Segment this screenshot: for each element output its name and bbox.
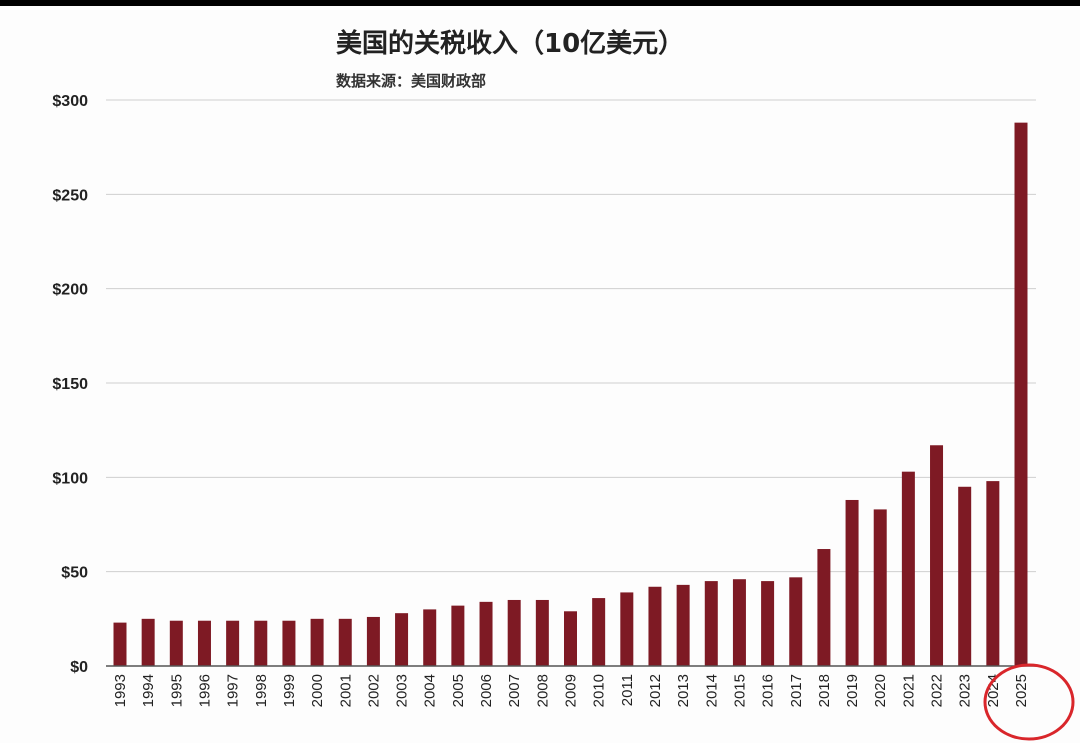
bar-2023: [958, 486, 972, 666]
bar-2021: [901, 471, 915, 666]
x-tick-label: 2003: [394, 674, 411, 707]
bar-2008: [535, 599, 549, 666]
bar-2005: [451, 605, 465, 666]
bar-2007: [507, 599, 521, 666]
bar-2012: [648, 586, 662, 666]
bar-1996: [197, 620, 211, 666]
x-tick-label: 2013: [675, 674, 692, 707]
x-tick-label: 1997: [225, 674, 242, 707]
bar-2006: [479, 601, 493, 666]
bar-2014: [704, 581, 718, 666]
x-tick-label: 2002: [365, 674, 382, 707]
bar-2013: [676, 584, 690, 666]
bar-2000: [310, 618, 324, 666]
bar-1995: [169, 620, 183, 666]
bar-2010: [592, 598, 606, 666]
x-tick-label: 2007: [506, 674, 523, 707]
x-tick-label: 2023: [957, 674, 974, 707]
chart-subtitle: 数据来源：美国财政部: [336, 72, 486, 90]
x-tick-label: 2006: [478, 674, 495, 707]
bars: [113, 122, 1028, 666]
x-tick-label: 2025: [1013, 674, 1030, 707]
x-tick-label: 2015: [731, 674, 748, 707]
bar-1999: [282, 620, 296, 666]
bar-1993: [113, 622, 127, 666]
x-tick-label: 2019: [844, 674, 861, 707]
bar-2016: [761, 581, 775, 666]
bar-2015: [732, 579, 746, 666]
bar-2024: [986, 481, 1000, 666]
bar-1997: [226, 620, 240, 666]
x-tick-label: 2010: [591, 674, 608, 707]
bar-2003: [395, 613, 409, 666]
x-tick-label: 2008: [534, 674, 551, 707]
y-tick-label: $50: [61, 565, 88, 582]
bar-2009: [564, 611, 577, 666]
bar-2017: [789, 577, 803, 666]
x-tick-label: 1996: [196, 674, 213, 707]
gridlines: [106, 99, 1036, 573]
x-tick-label: 2018: [816, 674, 833, 707]
x-tick-label: 1998: [253, 674, 270, 707]
x-axis-ticks: 1993 1994 1995 1996 1997 1998 1999 2000 2001 2002…: [112, 674, 1030, 707]
x-tick-label: 2004: [422, 674, 439, 707]
bar-2022: [930, 445, 944, 666]
x-tick-label: 2022: [929, 674, 946, 707]
y-tick-label: $100: [52, 470, 88, 487]
bar-1998: [254, 620, 268, 666]
x-tick-label: 2017: [788, 674, 805, 707]
chart-frame: 美国的关税收入（10亿美元） 数据来源：美国财政部 $0 $50 $100 $150 $…: [0, 6, 1080, 743]
x-tick-label: 2005: [450, 674, 467, 707]
x-tick-label: 2021: [900, 674, 917, 707]
bar-1994: [141, 618, 155, 666]
bar-2004: [423, 609, 437, 666]
y-tick-label: $200: [52, 282, 88, 299]
highlight-circle: [983, 663, 1075, 741]
chart-title: 美国的关税收入（10亿美元）: [336, 28, 684, 59]
y-tick-label: $250: [52, 187, 88, 204]
y-axis-ticks: $0 $50 $100 $150 $200 $250 $300: [52, 93, 88, 676]
x-tick-label: 1995: [168, 674, 185, 707]
x-tick-label: 2024: [985, 674, 1002, 707]
x-tick-label: 2001: [337, 674, 354, 707]
y-tick-label: $150: [52, 376, 88, 393]
x-tick-label: 1994: [140, 674, 157, 707]
x-tick-label: 2012: [647, 674, 664, 707]
bar-2019: [845, 499, 859, 666]
bar-2001: [338, 618, 352, 666]
y-tick-label: $300: [52, 93, 88, 110]
bar-2018: [817, 549, 831, 666]
y-tick-label: $0: [70, 659, 88, 676]
annotations: [983, 663, 1075, 741]
x-tick-label: 2016: [760, 674, 777, 707]
bar-2025: [1014, 122, 1028, 666]
x-tick-label: 2009: [563, 674, 580, 707]
bar-2020: [873, 509, 887, 666]
x-tick-label: 2014: [703, 674, 720, 707]
x-tick-label: 2011: [619, 674, 636, 706]
bar-2002: [366, 616, 380, 666]
bar-2011: [620, 592, 634, 666]
x-tick-label: 1999: [281, 674, 298, 707]
x-tick-label: 2020: [872, 674, 889, 707]
chart-svg: 美国的关税收入（10亿美元） 数据来源：美国财政部 $0$50$100$150$…: [52, 28, 1075, 741]
x-tick-label: 1993: [112, 674, 129, 707]
x-tick-label: 2000: [309, 674, 326, 707]
